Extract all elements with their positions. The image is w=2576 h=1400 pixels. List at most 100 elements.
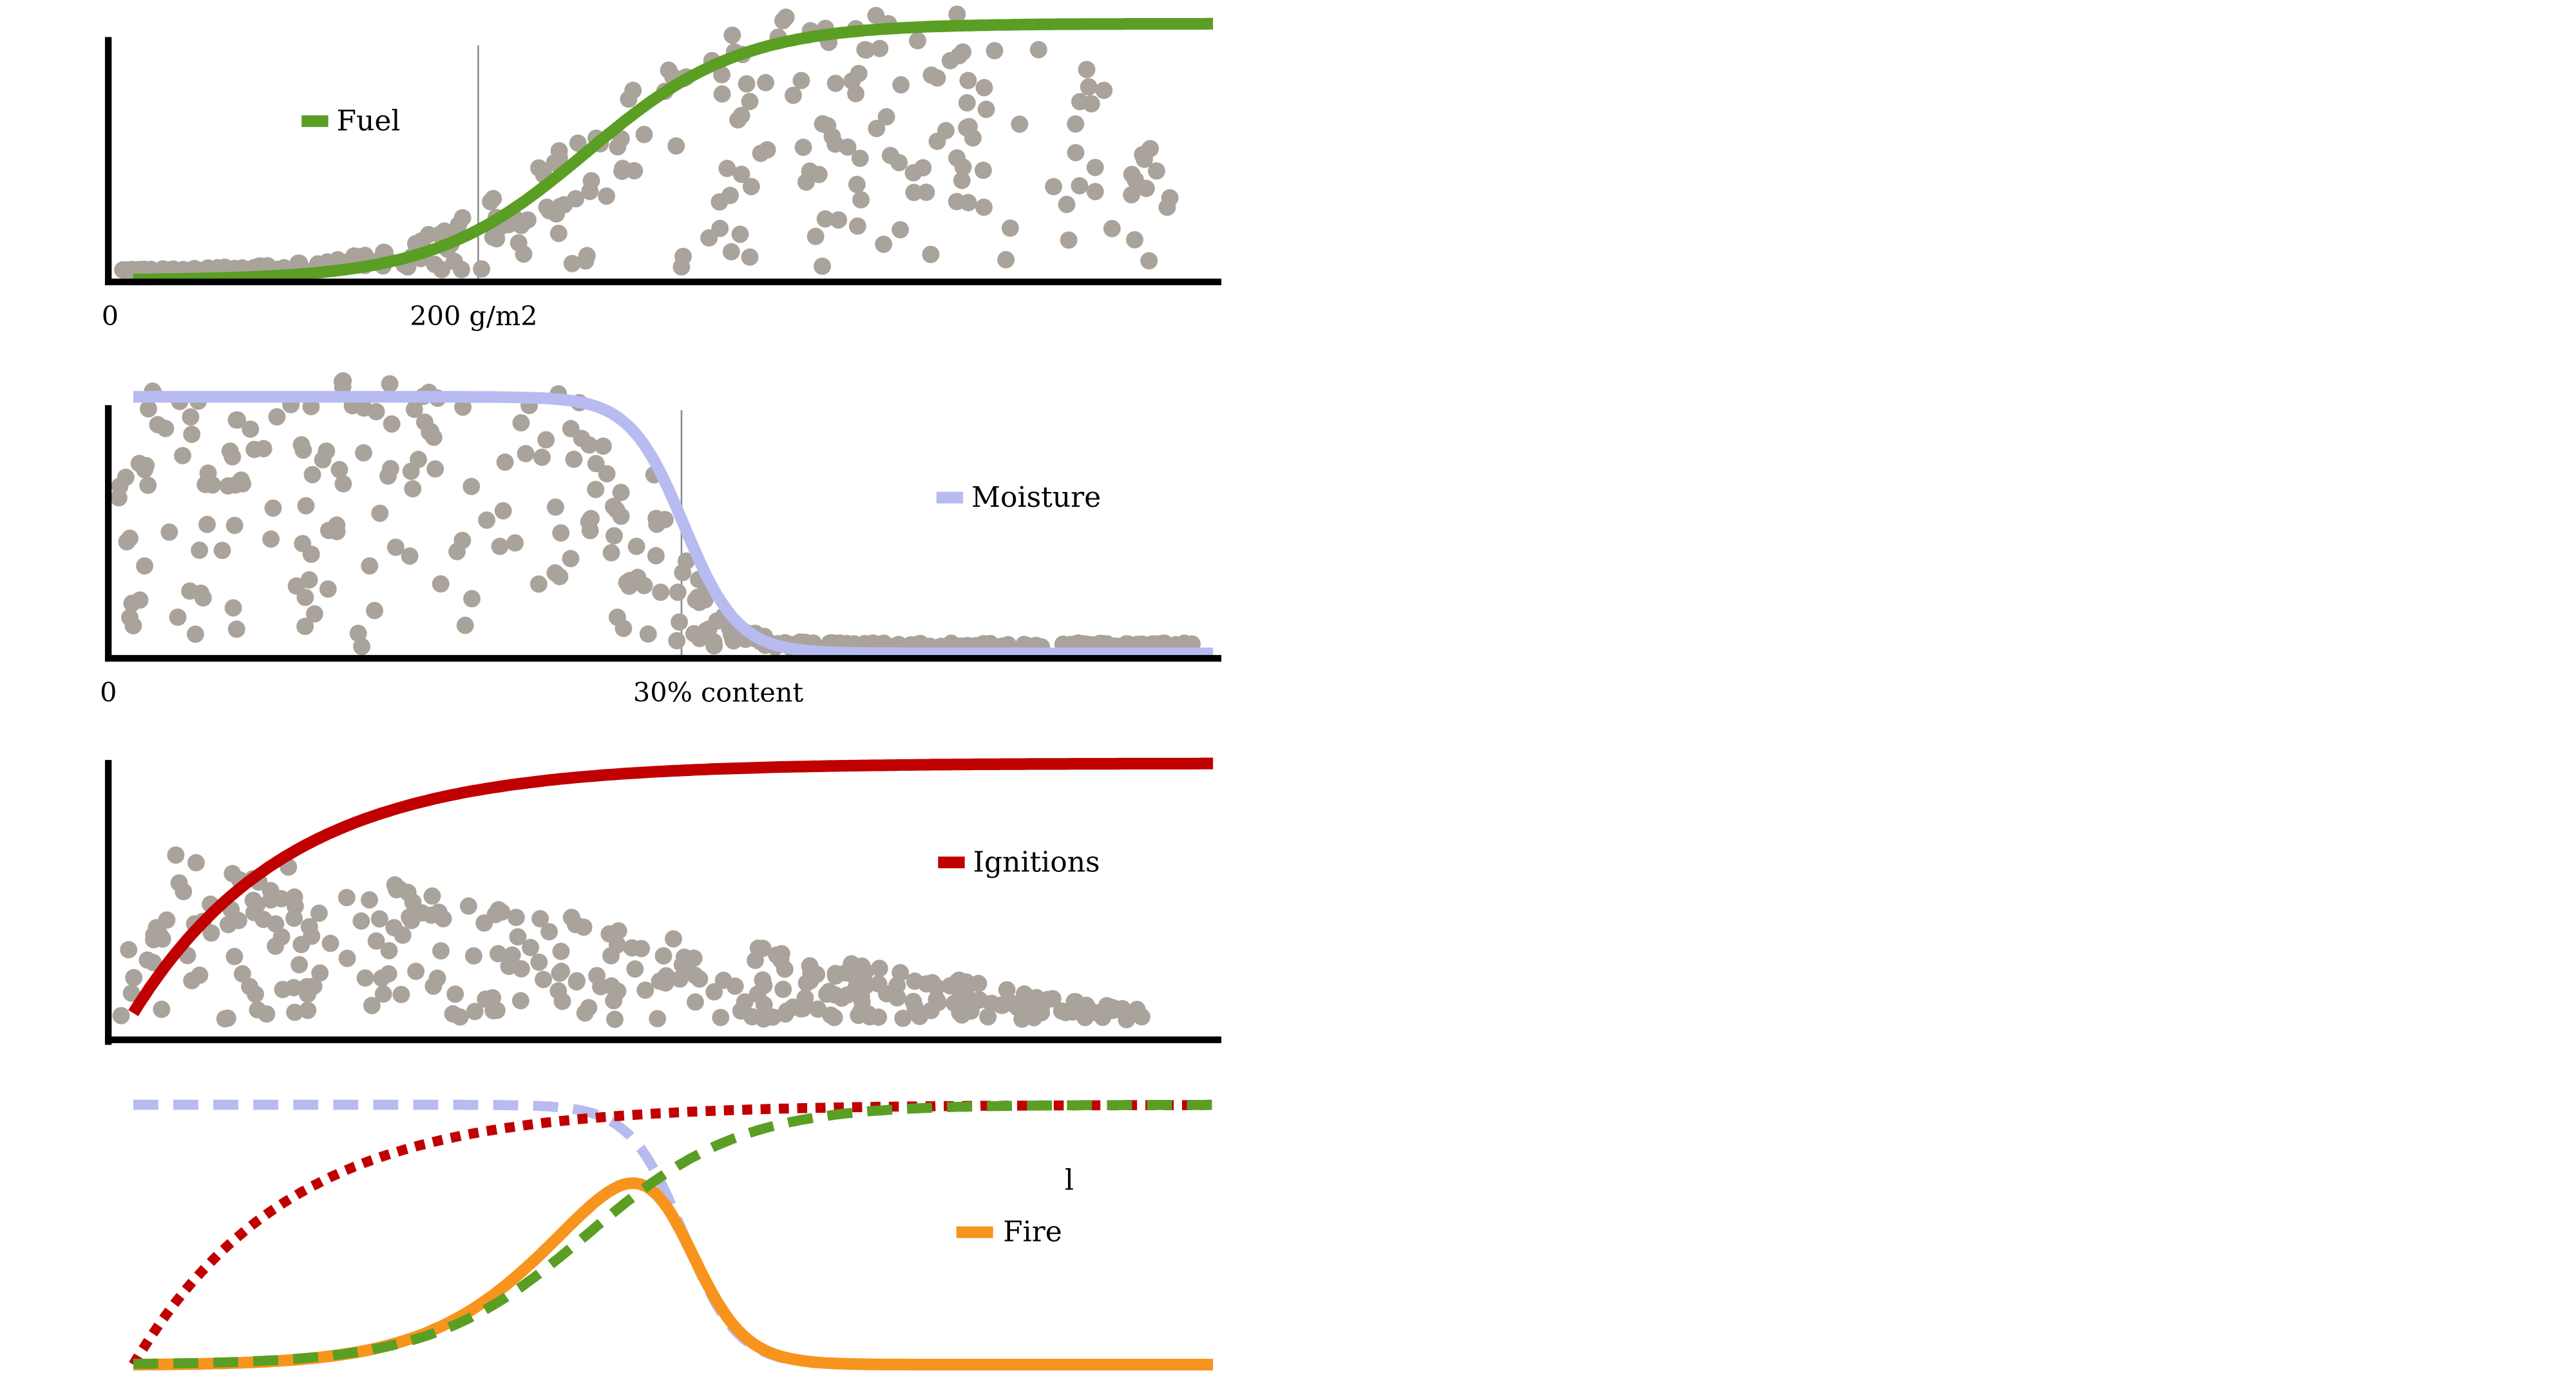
scatter-point	[726, 977, 744, 995]
scatter-point	[604, 497, 622, 515]
scatter-point	[224, 599, 242, 617]
scatter-point	[249, 1001, 267, 1019]
scatter-point	[448, 543, 466, 560]
scatter-point	[1078, 61, 1096, 79]
scatter-point	[562, 420, 580, 438]
scatter-point	[691, 970, 709, 988]
scatter-point	[960, 118, 978, 136]
scatter-point	[625, 162, 644, 180]
scatter-point	[738, 75, 756, 93]
scatter-point	[354, 444, 372, 462]
scatter-point	[267, 937, 285, 955]
scatter-point	[484, 1001, 502, 1019]
scatter-point	[296, 589, 314, 607]
scatter-point	[826, 135, 844, 153]
scatter-point	[299, 1001, 317, 1019]
combined-moisture-dashed	[133, 1099, 1214, 1370]
scatter-point	[754, 971, 772, 989]
scatter-point	[651, 972, 669, 990]
scatter-point	[553, 992, 571, 1010]
scatter-point	[285, 979, 303, 997]
scatter-point	[894, 1009, 912, 1027]
scatter-point	[538, 198, 556, 216]
scatter-point	[1001, 219, 1019, 237]
scatter-point	[111, 477, 129, 495]
scatter-point	[801, 957, 819, 975]
scatter-point	[635, 126, 653, 144]
scatter-point	[620, 90, 638, 108]
scatter-point	[665, 930, 682, 948]
scatter-point	[568, 973, 586, 991]
scatter-point	[946, 994, 964, 1012]
moisture-panel: Moisture 0 30% content	[100, 372, 1222, 708]
scatter-point	[540, 923, 558, 941]
scatter-point	[1011, 115, 1029, 133]
scatter-point	[892, 76, 910, 94]
combined-panel: l Fire	[129, 1099, 1214, 1371]
scatter-point	[167, 846, 185, 864]
scatter-point	[453, 261, 470, 279]
scatter-point	[608, 608, 626, 626]
scatter-point	[928, 69, 946, 87]
scatter-point	[196, 475, 215, 493]
scatter-point	[621, 572, 639, 589]
scatter-point	[258, 257, 276, 275]
scatter-point	[262, 530, 280, 548]
scatter-point	[517, 444, 535, 462]
scatter-point	[121, 529, 138, 547]
scatter-point	[723, 26, 741, 44]
scatter-point	[459, 897, 477, 915]
scatter-point	[405, 401, 423, 419]
scatter-point	[1060, 231, 1078, 249]
scatter-point	[705, 983, 723, 1001]
scatter-point	[948, 5, 966, 23]
scatter-point	[958, 94, 976, 112]
scatter-point	[446, 985, 464, 1003]
scatter-point	[877, 108, 895, 126]
scatter-point	[386, 538, 405, 556]
scatter-point	[772, 945, 790, 963]
scatter-point	[851, 149, 869, 167]
scatter-point	[245, 440, 263, 459]
scatter-point	[816, 210, 834, 228]
scatter-point	[374, 985, 392, 1003]
moisture-curve	[133, 391, 1214, 659]
scatter-point	[319, 580, 337, 598]
scatter-point	[674, 563, 692, 582]
scatter-point	[580, 999, 598, 1017]
scatter-point	[321, 934, 339, 952]
scatter-point	[456, 616, 474, 634]
scatter-point	[850, 64, 868, 82]
fuel-legend-swatch	[301, 115, 329, 128]
scatter-point	[522, 938, 540, 956]
scatter-point	[732, 166, 750, 184]
fire-legend-label: Fire	[1003, 1216, 1062, 1249]
scatter-point	[216, 1010, 234, 1028]
scatter-point	[871, 39, 889, 57]
scatter-point	[453, 209, 472, 227]
scatter-point	[241, 978, 258, 996]
scatter-point	[191, 542, 209, 559]
combined-fuel-dashed	[133, 1099, 1214, 1369]
scatter-point	[451, 1008, 469, 1026]
scatter-point	[749, 939, 767, 957]
scatter-point	[305, 605, 323, 623]
scatter-point	[598, 187, 616, 205]
fuel-scatter-points	[114, 5, 1179, 279]
scatter-point	[531, 910, 549, 928]
ignitions-legend-label: Ignitions	[973, 846, 1100, 878]
scatter-point	[776, 960, 794, 978]
scatter-point	[810, 166, 828, 184]
scatter-point	[299, 985, 316, 1003]
scatter-point	[830, 211, 848, 229]
scatter-point	[213, 542, 231, 560]
scatter-point	[671, 613, 689, 631]
scatter-point	[552, 524, 570, 542]
scatter-point	[380, 941, 398, 960]
scatter-point	[225, 947, 243, 965]
scatter-point	[507, 909, 525, 927]
combined-ignitions-dotted	[129, 1100, 1214, 1368]
stray-mark: l	[1065, 1164, 1074, 1197]
scatter-point	[691, 593, 709, 611]
